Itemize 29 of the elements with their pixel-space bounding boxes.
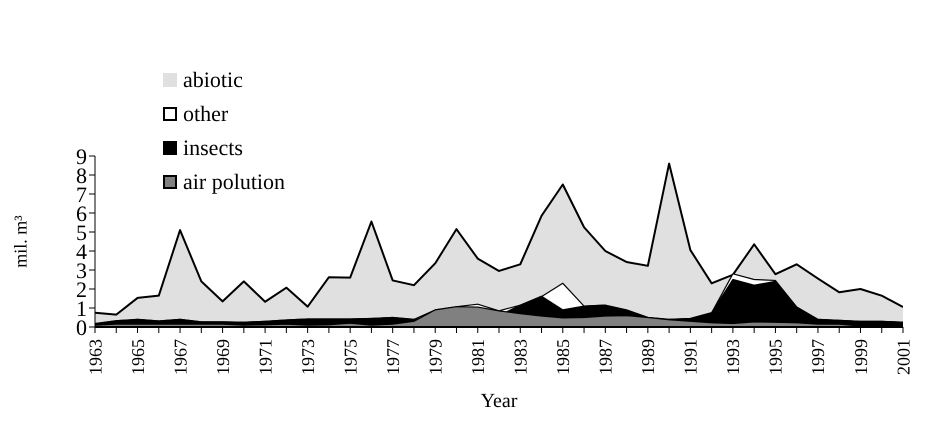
legend-label: insects [183,134,243,162]
x-tick-label: 1983 [510,339,531,375]
x-tick-label: 1963 [85,339,106,375]
x-tick-label: 1993 [723,339,744,375]
x-tick-label: 1999 [850,339,871,375]
x-tick-label: 2001 [893,339,914,375]
x-tick-label: 1991 [680,339,701,375]
y-tick-label: 9 [76,144,87,169]
y-tick-label: 3 [76,258,87,283]
x-tick-label: 1969 [212,339,233,375]
y-tick-label: 6 [76,200,87,226]
legend-label: air polution [183,168,286,196]
legend-label: other [183,100,228,128]
x-axis-title: Year [480,390,518,412]
x-tick-label: 1987 [596,339,616,375]
x-tick-label: 1985 [553,339,574,375]
x-tick-label: 1975 [340,339,360,375]
x-tick-label: 1965 [128,339,148,375]
x-tick-label: 1995 [766,339,786,375]
legend-label: abiotic [183,66,243,94]
x-tick-label: 1973 [298,339,318,375]
x-tick-label: 1989 [638,339,658,375]
y-axis-title: mil. m³ [10,214,30,268]
x-tick-label: 1981 [468,339,488,375]
x-tick-label: 1967 [170,339,190,375]
x-tick-label: 1971 [255,339,276,375]
x-tick-label: 1979 [426,339,446,375]
x-tick-label: 1997 [808,339,828,375]
x-tick-label: 1977 [382,339,403,375]
